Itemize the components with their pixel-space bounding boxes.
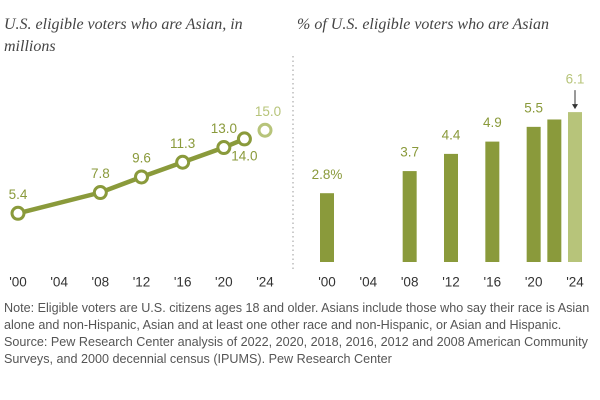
data-label: 13.0	[211, 121, 237, 136]
data-label: 2.8%	[312, 167, 343, 182]
x-tick-label: '16	[174, 275, 192, 290]
data-label: 9.6	[132, 151, 151, 166]
data-label: 5.5	[524, 100, 543, 115]
x-tick-label: '04	[50, 275, 68, 290]
annotation-arrowhead	[572, 104, 578, 110]
data-label: 6.1	[566, 72, 585, 87]
data-point	[92, 185, 108, 201]
x-tick-label: '00	[318, 275, 336, 290]
data-point	[10, 205, 26, 221]
data-label: 15.0	[255, 104, 281, 119]
notes: Note: Eligible voters are U.S. citizens …	[4, 300, 596, 368]
bar	[402, 171, 417, 262]
data-label: 7.8	[91, 166, 110, 181]
data-label: 3.7	[400, 145, 419, 160]
data-point	[134, 169, 149, 185]
right-title: % of U.S. eligible voters who are Asian	[297, 16, 549, 33]
bar	[526, 126, 541, 262]
bar	[320, 193, 334, 262]
x-tick-label: '16	[484, 275, 502, 290]
x-tick-label: '04	[360, 275, 378, 290]
x-tick-label: '24	[566, 275, 584, 290]
x-tick-label: '08	[401, 275, 419, 290]
x-tick-label: '20	[525, 275, 543, 290]
data-label: 11.3	[170, 136, 195, 151]
data-label: 4.4	[442, 127, 461, 142]
bar	[547, 119, 562, 262]
x-tick-label: '12	[442, 275, 460, 290]
source: Source: Pew Research Center analysis of …	[4, 335, 588, 366]
note: Note: Eligible voters are U.S. citizens …	[4, 301, 590, 332]
bar	[568, 112, 582, 262]
x-tick-label: '24	[256, 275, 274, 290]
data-point	[257, 122, 273, 138]
x-tick-label: '20	[215, 275, 233, 290]
bar	[485, 141, 500, 262]
data-label: 5.4	[9, 187, 28, 202]
bar	[444, 153, 458, 262]
x-tick-label: '12	[133, 275, 151, 290]
left-title: U.S. eligible voters who are Asian, in m…	[4, 16, 243, 55]
data-point	[216, 140, 232, 156]
x-tick-label: '00	[9, 275, 27, 290]
x-tick-label: '08	[92, 275, 110, 290]
data-label: 4.9	[483, 115, 502, 130]
data-point	[175, 154, 191, 170]
data-label: 14.0	[231, 148, 257, 163]
data-point	[236, 131, 252, 147]
